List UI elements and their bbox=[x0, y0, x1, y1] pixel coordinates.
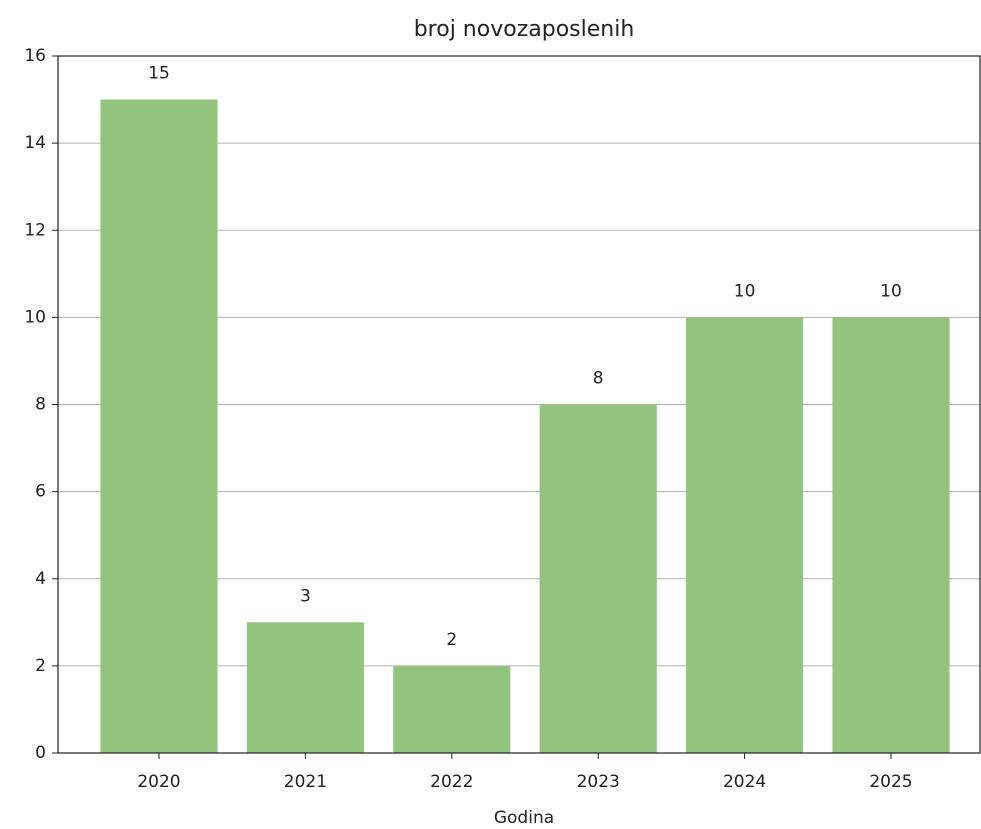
x-tick-label: 2021 bbox=[284, 772, 327, 792]
y-tick-label: 12 bbox=[24, 220, 46, 240]
x-tick-label: 2020 bbox=[137, 772, 180, 792]
x-tick-label: 2023 bbox=[577, 772, 620, 792]
data-label: 10 bbox=[880, 281, 902, 301]
y-tick-label: 0 bbox=[35, 743, 46, 763]
data-label: 8 bbox=[593, 369, 604, 389]
data-label: 2 bbox=[446, 630, 457, 650]
y-tick-label: 10 bbox=[24, 307, 46, 327]
bar bbox=[686, 317, 804, 753]
y-tick-label: 6 bbox=[35, 482, 46, 502]
x-tick-label: 2025 bbox=[869, 772, 912, 792]
data-label: 3 bbox=[300, 586, 311, 606]
plot-frame bbox=[57, 55, 981, 754]
bar bbox=[246, 622, 364, 753]
data-label: 10 bbox=[734, 281, 756, 301]
x-tick-label: 2022 bbox=[430, 772, 473, 792]
bar bbox=[832, 317, 950, 753]
chart-title: broj novozaposlenih bbox=[414, 17, 635, 42]
y-tick-label: 2 bbox=[35, 656, 46, 676]
y-tick-label: 8 bbox=[35, 395, 46, 415]
bar bbox=[100, 99, 218, 753]
bar bbox=[393, 665, 511, 753]
y-tick-label: 16 bbox=[24, 46, 46, 66]
data-label: 15 bbox=[148, 64, 170, 84]
y-tick-label: 4 bbox=[35, 569, 46, 589]
y-tick-label: 14 bbox=[24, 133, 46, 153]
x-axis-label: Godina bbox=[494, 808, 554, 828]
bar bbox=[539, 404, 657, 753]
x-tick-label: 2024 bbox=[723, 772, 766, 792]
